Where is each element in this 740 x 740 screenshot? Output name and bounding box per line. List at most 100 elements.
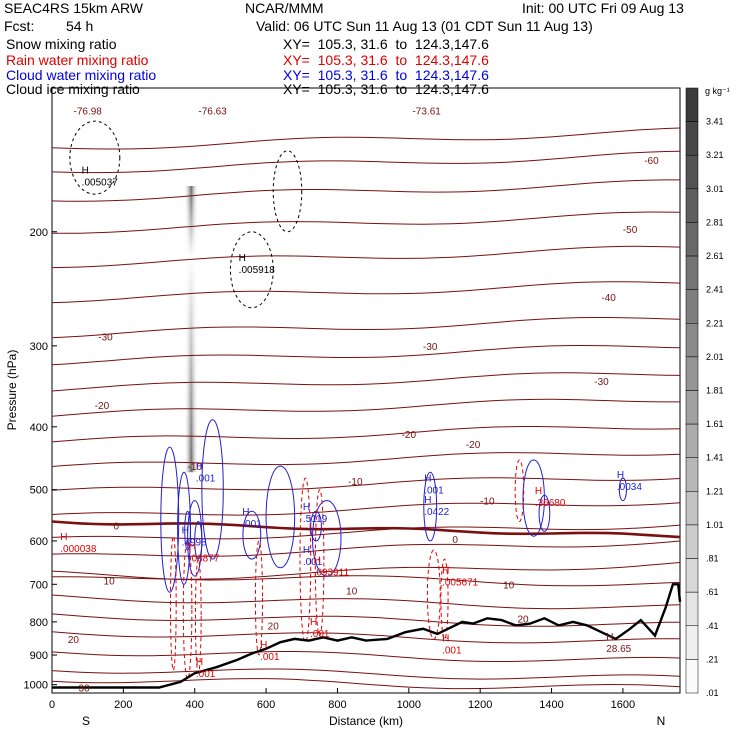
isotherm-label: -73.61 [412, 107, 441, 118]
y-tick-label: 700 [30, 579, 48, 591]
cloud-water-contour [160, 446, 180, 593]
maximum-value-label: .4998 [182, 538, 207, 549]
legend-ice-xy: XY= 105.3, 31.6 to 124.3,147.6 [283, 81, 489, 97]
maximum-marker: H [242, 507, 249, 518]
forecast-value: 54 h [66, 18, 94, 34]
colorbar-label: 1.01 [706, 520, 724, 530]
isotherm-line [52, 211, 681, 234]
y-tick-label: 1000 [24, 680, 48, 692]
x-tick-label: 1600 [611, 699, 635, 711]
maximum-value-label: 28.65 [606, 644, 631, 655]
x-axis-title: Distance (km) [329, 714, 403, 728]
isotherm-line [51, 317, 681, 339]
maximum-value-label: .001 [303, 557, 323, 568]
colorbar-swatch [685, 591, 699, 627]
isotherm-line [51, 678, 681, 690]
isotherm-label: 10 [346, 586, 358, 597]
plot-frame [51, 87, 681, 694]
colorbar-label: 1.61 [706, 419, 724, 429]
maximum-value-label: .093911 [314, 568, 350, 579]
colorbar-swatch [685, 423, 699, 458]
isotherm-label: -20 [402, 430, 417, 441]
y-tick-label: 800 [30, 617, 48, 629]
isotherm-label: 10 [104, 576, 116, 587]
colorbar-label: 1.41 [706, 453, 724, 463]
colorbar-swatch [685, 87, 699, 122]
cloud-water-contour [618, 477, 627, 502]
cloud-ice-contour [272, 150, 303, 233]
y-axis-title: Pressure (hPa) [5, 350, 19, 431]
rain-water-contour [514, 459, 525, 523]
y-tick-label: 400 [30, 422, 48, 434]
colorbar-label: 3.41 [706, 117, 724, 127]
colorbar-swatch [685, 154, 699, 190]
isotherm-line [51, 594, 681, 610]
colorbar-label: .41 [706, 621, 719, 631]
rain-water-contour [182, 540, 193, 680]
colorbar-swatch [685, 625, 699, 660]
colorbar-label: 2.61 [706, 251, 724, 261]
maximum-marker: H [60, 532, 67, 543]
maximum-value-label: .005037 [82, 178, 119, 189]
isotherm-line [51, 502, 681, 516]
maximum-value-label: .005671 [442, 577, 479, 588]
isotherm-label: -20 [466, 440, 481, 451]
isotherm-label: -10 [480, 497, 495, 508]
isotherm-line [51, 613, 681, 627]
isotherm-line [51, 372, 681, 392]
isotherm-label: 20 [517, 614, 529, 625]
colorbar-label: 3.01 [706, 184, 724, 194]
cloud-water-contour [201, 419, 224, 560]
isotherm-line [51, 651, 681, 662]
maximum-marker: H [617, 470, 624, 481]
y-tick-label: 900 [30, 650, 48, 662]
colorbar-label: 2.01 [706, 352, 724, 362]
rain-water-contour [299, 477, 312, 643]
colorbar-swatch [685, 524, 699, 559]
isotherm-line [51, 540, 681, 557]
maximum-marker: H [442, 565, 449, 576]
colorbar-swatch [685, 188, 699, 223]
rain-water-contour [254, 540, 264, 656]
legend-snow: Snow mixing ratio [6, 36, 117, 52]
maximum-marker: H [196, 461, 203, 472]
rain-water-contour [314, 489, 325, 637]
legend-cloud: Cloud water mixing ratio [6, 67, 157, 83]
model-title: SEAC4RS 15km ARW [4, 0, 144, 16]
maximum-value-label: .001 [196, 473, 216, 484]
isotherm-label: -10 [348, 477, 363, 488]
y-tick-label: 300 [30, 341, 48, 353]
rain-water-contour [169, 535, 177, 671]
init-time: Init: 00 UTC Fri 09 Aug 13 [522, 0, 684, 16]
x-tick-label: 1000 [397, 699, 421, 711]
x-tick-label: 400 [186, 699, 204, 711]
isotherm-line [51, 477, 681, 491]
isotherm-line [51, 668, 681, 680]
rain-water-contour [426, 549, 441, 640]
x-tick-label: 1200 [468, 699, 492, 711]
isotherm-line [51, 127, 681, 150]
maximum-marker: H [182, 526, 189, 537]
ice-shading-fade [182, 186, 201, 473]
isotherm-label: -30 [98, 332, 113, 343]
isotherm-label: -60 [644, 156, 659, 167]
isotherm-label: 0 [452, 535, 458, 546]
maximum-value-label: .001 [424, 486, 444, 497]
maximum-value-label: .005918 [239, 265, 276, 276]
x-tick-label: 1400 [539, 699, 563, 711]
isotherm-line [51, 631, 681, 644]
forecast-label: Fcst: [4, 18, 35, 34]
maximum-value-label: .001 [196, 669, 216, 680]
maximum-value-label: .001 [242, 519, 262, 530]
x-tick-label: 800 [328, 699, 346, 711]
colorbar-label: .61 [706, 587, 719, 597]
colorbar-swatch [685, 289, 699, 324]
isotherm-label: -40 [601, 293, 616, 304]
colorbar-label: .81 [706, 554, 719, 564]
isotherm-line [51, 150, 681, 174]
isotherm-line [51, 570, 681, 587]
maximum-value-label: .5119 [303, 514, 328, 525]
maximum-marker: H [82, 166, 89, 177]
maximum-value-label: .06877 [189, 553, 220, 564]
colorbar-swatch [685, 255, 699, 290]
